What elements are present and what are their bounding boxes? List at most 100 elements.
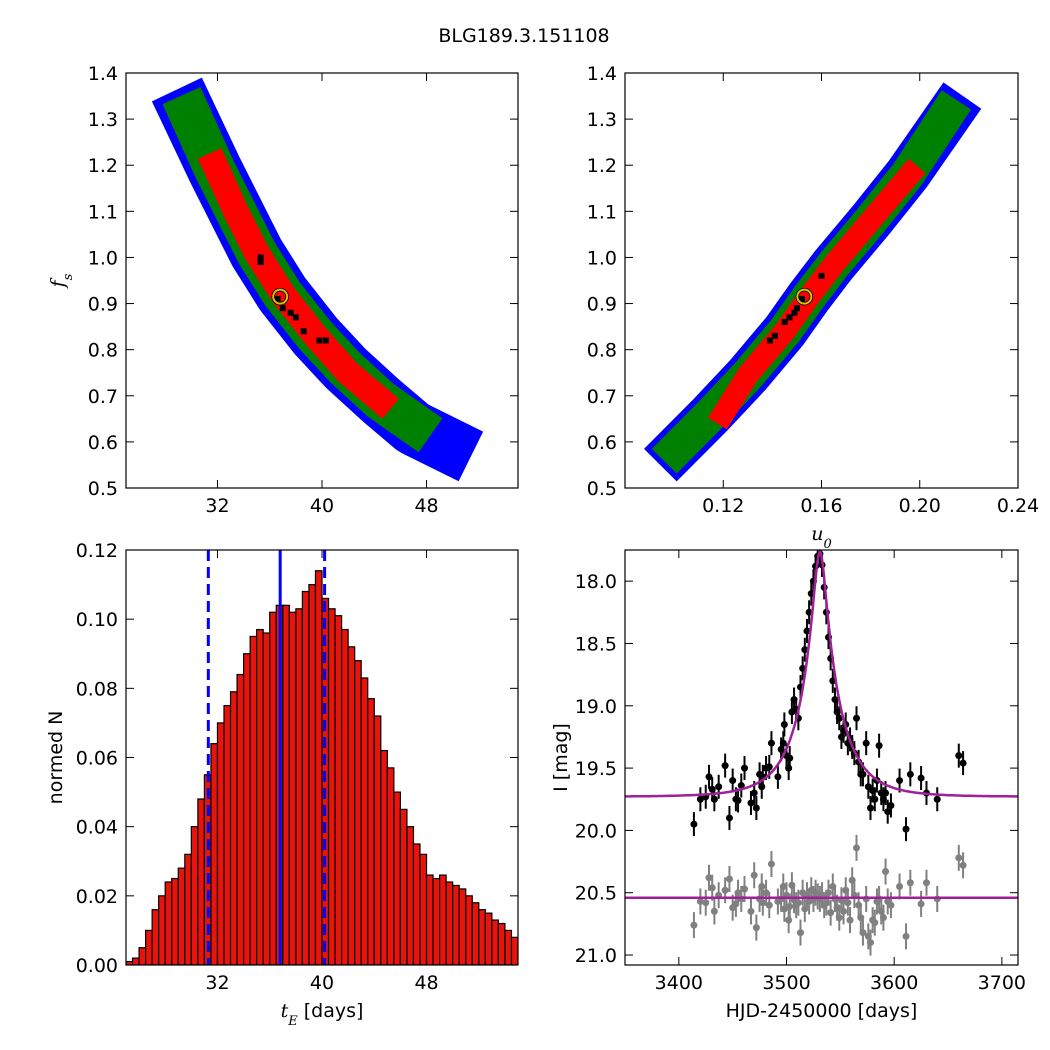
histogram-bar [491, 919, 500, 965]
data-point [887, 801, 895, 809]
best-fit-marker [796, 288, 813, 305]
data-point [875, 742, 883, 750]
data-point [852, 714, 860, 722]
histogram-bar [171, 877, 179, 965]
residual-point [762, 889, 770, 897]
x-tick-label: 0.12 [702, 495, 744, 517]
data-point [871, 795, 879, 803]
histogram-bar [510, 936, 518, 965]
y-tick-label: 0.6 [587, 432, 617, 454]
data-point [805, 608, 813, 616]
data-point [747, 799, 755, 807]
histogram-bar [478, 909, 486, 965]
data-point [866, 804, 874, 812]
residual-point [794, 899, 802, 907]
residual-point [844, 899, 852, 907]
data-point [752, 804, 760, 812]
residual-point [758, 882, 766, 890]
residual-point [750, 871, 758, 879]
data-point [765, 763, 773, 771]
y-tick-label: 1.2 [88, 155, 118, 177]
data-point [884, 808, 892, 816]
data-point [705, 773, 713, 781]
axes-frame [125, 72, 519, 489]
sample-marker [818, 272, 825, 279]
histogram-bar [341, 628, 349, 965]
histogram-bar [386, 767, 395, 965]
residual-point [765, 901, 773, 909]
residual-point [734, 889, 742, 897]
histogram-bar [439, 874, 447, 965]
data-point [859, 770, 867, 778]
y-tick-label: 1.0 [587, 247, 617, 269]
y-tick-label: 1.1 [88, 201, 118, 223]
data-point [767, 739, 775, 747]
model-curve [625, 550, 1018, 798]
histogram-bar [452, 884, 460, 965]
y-tick-label: 20.5 [575, 883, 617, 905]
residual-point [786, 902, 794, 910]
data-point [690, 820, 698, 828]
x-tick-label: 32 [205, 972, 229, 994]
histogram-bar [295, 608, 304, 965]
data-point [737, 782, 745, 790]
histogram-bar [544, 955, 551, 965]
residual-point [741, 885, 749, 893]
y-tick-label: 0.7 [587, 386, 617, 408]
histogram-bar [236, 673, 245, 965]
histogram-bar [525, 944, 532, 965]
histogram-bar [531, 948, 538, 965]
data-point [959, 759, 967, 767]
histogram-bar [551, 955, 558, 965]
y-tick-label: 0.9 [88, 294, 118, 316]
residual-point [696, 897, 704, 905]
heatmap-body [644, 82, 982, 482]
data-point [906, 770, 914, 778]
data-point [902, 825, 910, 833]
residual-point [922, 879, 930, 887]
y-tick-label: 0.7 [88, 386, 118, 408]
x-tick-label: 3700 [978, 972, 1026, 994]
histogram-bar [458, 888, 467, 965]
y-tick-label: 21.0 [575, 945, 617, 967]
histogram-bar [216, 722, 225, 965]
panel-fs-vs-tE: 32 40 48 0.5 0.6 0.7 0.8 0.9 1.0 1.1 1.2 1.3 1.4 fs [47, 63, 519, 517]
data-point [779, 739, 787, 747]
figure-title: BLG189.3.151108 [438, 25, 609, 47]
y-tick-label: 0.12 [76, 540, 118, 562]
residual-point [879, 914, 887, 922]
histogram-bar [445, 881, 454, 965]
y-tick-label: 19.5 [575, 758, 617, 780]
data-point [801, 646, 809, 654]
x-axis-label: u0 [811, 523, 832, 552]
histogram-bar [301, 590, 310, 965]
x-tick-label: 0.16 [800, 495, 842, 517]
histogram-bar [564, 958, 571, 965]
residual-point [848, 876, 856, 884]
histogram-bar [131, 957, 140, 965]
residual-point [705, 874, 713, 882]
residual-point [747, 907, 755, 915]
y-tick-label: 0.10 [76, 609, 118, 631]
sample-marker [322, 337, 329, 344]
histogram-bar [557, 958, 564, 965]
histogram-bar [314, 570, 323, 965]
histogram-bar [223, 705, 232, 965]
residual-point [785, 916, 793, 924]
histogram-bar [164, 881, 173, 965]
sample-marker [786, 314, 793, 321]
residual-point [866, 939, 874, 947]
x-tick-label: 3500 [762, 972, 810, 994]
panel-tE-histogram: 32 40 48 0.00 0.02 0.04 0.06 0.08 0.10 0.12 tE [da… [45, 540, 571, 1029]
residual-point [840, 907, 848, 915]
data-point [786, 754, 794, 762]
histogram-bar [249, 635, 258, 965]
x-tick-label: 0.20 [899, 495, 941, 517]
y-tick-label: 0.8 [587, 340, 617, 362]
data-point [725, 814, 733, 822]
data-point [882, 789, 890, 797]
y-tick-label: 1.1 [587, 201, 617, 223]
sample-marker [798, 295, 805, 302]
histogram-bar [347, 646, 356, 965]
